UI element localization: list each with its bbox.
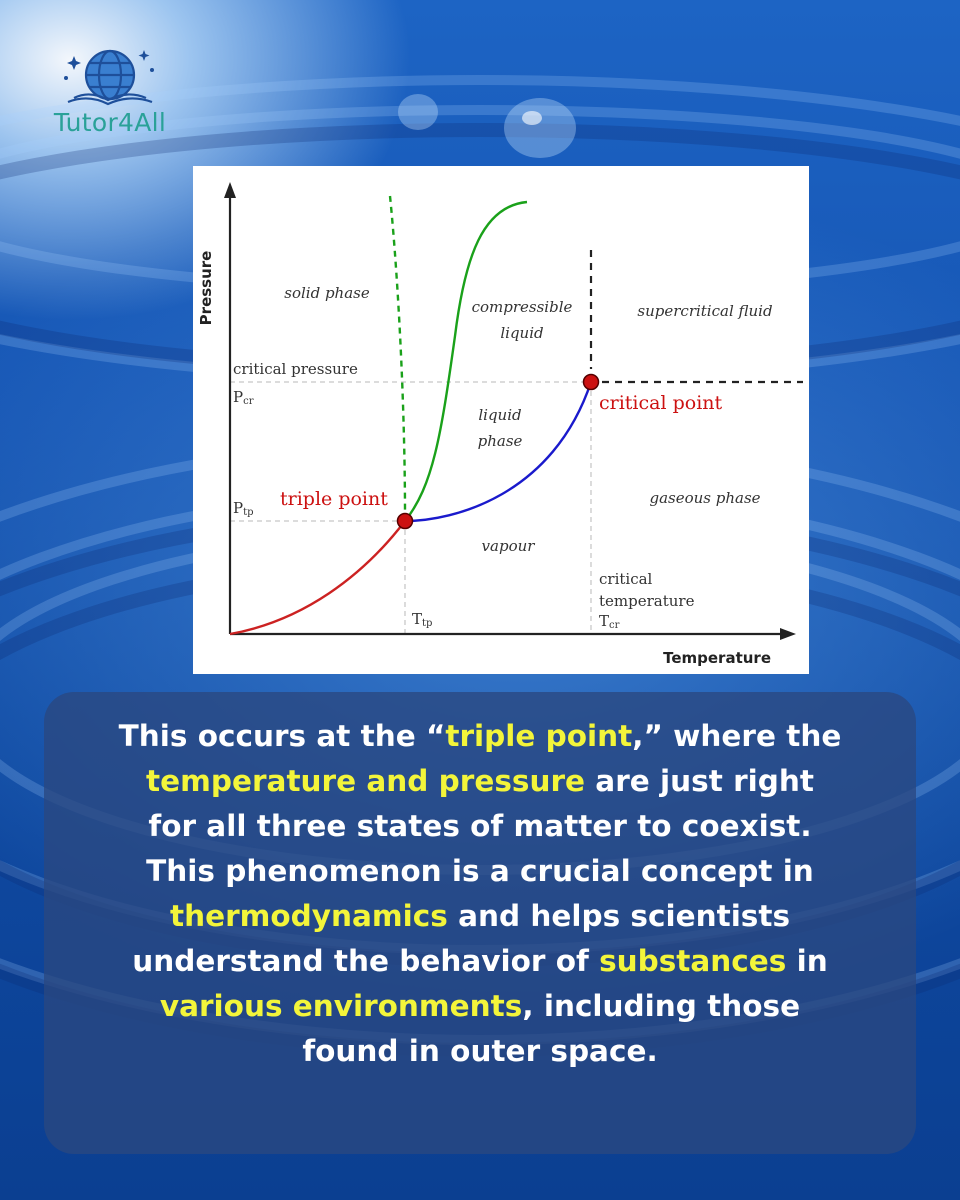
sublimation-curve (229, 520, 406, 636)
critical-pressure-label: critical pressure (233, 360, 358, 378)
melting-curve-dashed (388, 195, 407, 515)
explanation-panel: This occurs at the “triple point,” where… (44, 692, 916, 1154)
critical-temperature-label-2: temperature (599, 592, 695, 610)
supercritical-fluid-label: supercritical fluid (637, 302, 772, 320)
brand-name: Tutor4All (53, 108, 167, 137)
compressible-liquid-label-2: liquid (500, 324, 543, 342)
melting-curve-compressible (404, 200, 528, 522)
highlight-temperature-pressure: temperature and pressure (146, 764, 586, 798)
highlight-substances: substances (599, 944, 787, 978)
solid-phase-label: solid phase (284, 284, 370, 302)
p-tp-label: Ptp (233, 499, 254, 518)
vaporization-curve (404, 381, 593, 523)
text-line-1: This occurs at the “triple point,” where… (118, 719, 842, 753)
liquid-phase-label-1: liquid (478, 406, 521, 424)
vapour-label: vapour (482, 537, 536, 555)
phase-diagram: Pressure Temperature solid phase compres… (193, 166, 809, 674)
t-cr-label: Tcr (599, 612, 620, 631)
highlight-various-environments: various environments (159, 989, 523, 1023)
y-axis-title: Pressure (197, 251, 215, 326)
text-line-2: temperature and pressure are just right (146, 764, 814, 798)
compressible-liquid-label-1: compressible (472, 298, 573, 316)
p-cr-label: Pcr (233, 388, 254, 407)
text-line-4: This phenomenon is a crucial concept in (146, 854, 814, 888)
x-axis-title: Temperature (663, 649, 771, 667)
text-line-8: found in outer space. (302, 1034, 658, 1068)
highlight-triple-point: triple point (445, 719, 633, 753)
triple-point-label: triple point (280, 488, 388, 510)
phase-diagram-svg: Pressure Temperature solid phase compres… (197, 182, 803, 667)
x-axis-arrow-icon (780, 628, 796, 640)
t-tp-label: Ttp (412, 610, 432, 629)
gaseous-phase-label: gaseous phase (649, 489, 760, 507)
text-line-3: for all three states of matter to coexis… (148, 809, 812, 843)
highlight-thermodynamics: thermodynamics (169, 899, 448, 933)
y-axis-arrow-icon (224, 182, 236, 198)
explanation-text: This occurs at the “triple point,” where… (74, 714, 886, 1074)
liquid-phase-label-2: phase (478, 432, 523, 450)
text-line-6: understand the behavior of substances in (132, 944, 828, 978)
triple-point-marker (396, 512, 414, 530)
critical-point-label: critical point (599, 392, 723, 414)
water-drops-icon (398, 94, 576, 158)
critical-temperature-label-1: critical (599, 570, 653, 588)
globe-book-logo-icon (64, 49, 154, 106)
critical-point-marker (582, 373, 600, 391)
text-line-7: various environments, including those (159, 989, 801, 1023)
text-line-5: thermodynamics and helps scientists (169, 899, 791, 933)
